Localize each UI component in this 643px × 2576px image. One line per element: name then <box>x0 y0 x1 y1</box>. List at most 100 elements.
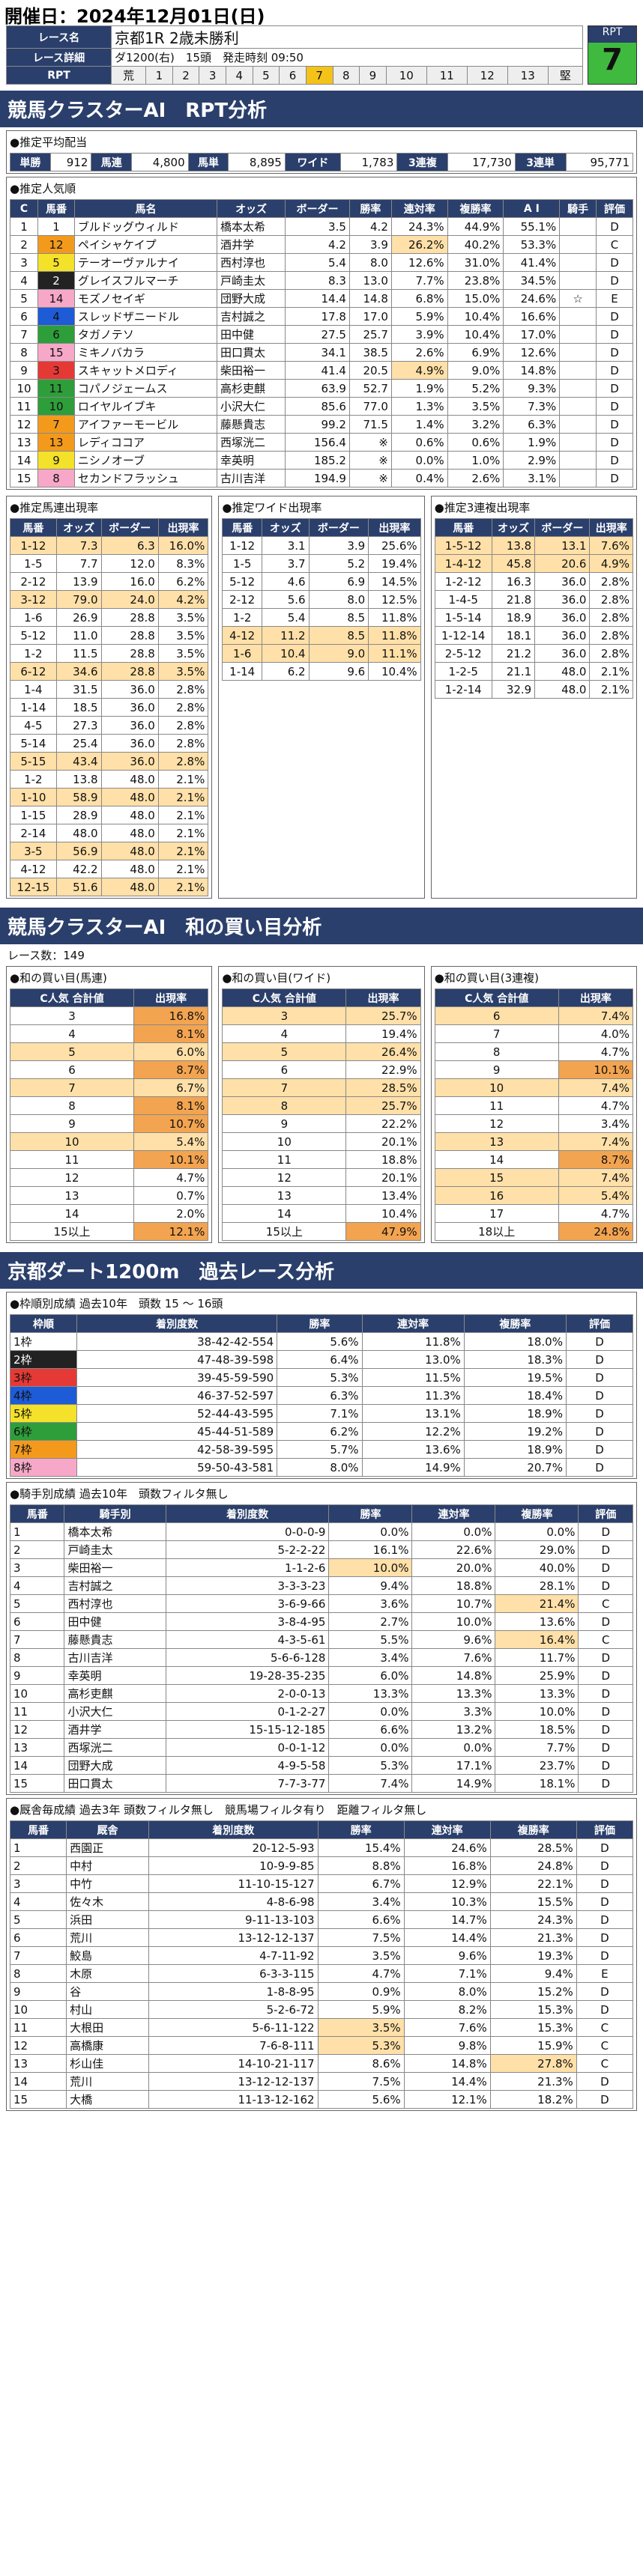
table-cell: 3.5% <box>157 644 209 663</box>
table-cell: 5-12 <box>222 572 263 591</box>
table-cell: 15-15-12-185 <box>165 1720 330 1739</box>
table-cell: 4 <box>9 1892 67 1911</box>
table-cell: 26.9 <box>55 608 102 627</box>
table-cell: 18以上 <box>434 1222 559 1241</box>
table-cell: 大根田 <box>66 2018 149 2037</box>
table-row: 7枠 42-58-39-595 5.7% 13.6% 18.9% D <box>10 1440 634 1459</box>
table-row: 14 8.7% <box>434 1150 633 1169</box>
table-cell: 9 <box>9 361 39 380</box>
table-header: ボーダー <box>308 518 369 537</box>
table-cell: 16.8% <box>403 1856 491 1875</box>
table-cell: 47-48-39-598 <box>76 1350 278 1369</box>
table-cell: 7.6% <box>403 2018 491 2037</box>
table-cell: 2.1% <box>157 878 209 896</box>
table-cell: 7枠 <box>10 1440 77 1459</box>
table-cell: 7.3% <box>503 397 561 416</box>
table-cell: D <box>576 1838 634 1857</box>
table-header: 評価 <box>565 1314 634 1333</box>
table-cell: 0.0% <box>328 1702 413 1721</box>
table-cell: 14 <box>9 1756 65 1775</box>
table-cell: 8 <box>37 469 75 487</box>
section-past-title: 京都ダート1200m 過去レース分析 <box>0 1252 643 1289</box>
table-cell: 18.5% <box>495 1720 579 1739</box>
table-cell: 55.1% <box>503 217 561 236</box>
table-cell: 46-37-52-597 <box>76 1386 278 1405</box>
table-cell: 4-12 <box>10 860 57 878</box>
race-name-label: レース名 <box>6 25 112 49</box>
wa-sanren-title: ●和の買い目(3連複) <box>434 971 539 985</box>
wa-sanren-box: ●和の買い目(3連複) C人気 合計値 出現率 6 7.4% 7 4.0% 8 4.7% 9 10.… <box>430 966 637 1243</box>
table-cell: 2.8% <box>589 626 633 645</box>
table-cell: 14.9% <box>411 1774 496 1793</box>
table-cell: 1-4-5 <box>434 590 492 609</box>
table-row: 3 5 テーオーヴァルナイ 西村淳也 5.4 8.0 12.6% 31.0% 41.4% D <box>9 253 633 272</box>
table-row: 7 藤懸貴志 4-3-5-61 5.5% 9.6% 16.4% C <box>9 1630 633 1649</box>
table-cell: 45-44-51-589 <box>76 1422 278 1441</box>
table-cell: 3-8-4-95 <box>165 1612 330 1631</box>
table-cell: 2-12 <box>222 590 263 609</box>
table-cell: 13.8 <box>55 770 102 789</box>
table-cell: 3.6% <box>328 1594 413 1613</box>
table-cell: 2.7% <box>328 1612 413 1631</box>
table-cell: D <box>596 415 633 434</box>
table-cell: 48.0 <box>100 842 159 860</box>
table-cell: 4 <box>222 1024 347 1043</box>
table-cell: 14.4 <box>285 289 350 308</box>
table-row: 14 2.0% <box>9 1204 209 1223</box>
table-cell: D <box>578 1522 633 1541</box>
table-cell: 17.0% <box>503 325 561 344</box>
payout-label: ワイド <box>284 153 341 171</box>
table-cell: 10.0% <box>495 1702 579 1721</box>
table-cell: 2.8% <box>589 590 633 609</box>
section-rpt-title: 競馬クラスターAI RPT分析 <box>0 91 643 127</box>
table-cell: 4.7% <box>558 1042 633 1061</box>
combo-tables: ●推定馬連出現率 馬番 オッズ ボーダー 出現率 1-12 7.3 6.3 16.0% 1-5 7.… <box>6 493 637 902</box>
table-cell: 3.5% <box>447 397 504 416</box>
table-cell: 藤懸貴志 <box>217 415 286 434</box>
table-header: 厩舎 <box>66 1820 149 1839</box>
table-cell: 16.6% <box>503 307 561 326</box>
table-header: 勝率 <box>328 1504 413 1523</box>
table-cell: 36.0 <box>100 680 159 699</box>
table-cell: 48.0 <box>100 860 159 878</box>
table-header: 馬番 <box>10 518 57 537</box>
table-cell: 9.3% <box>503 379 561 398</box>
table-cell: 3.5% <box>317 2018 405 2037</box>
popularity-table: C 馬番 馬名 オッズ ボーダー 勝率 連対率 複勝率 A I 騎手 評価 1 1 ブルドッグウィルド 橋本… <box>9 199 633 487</box>
table-cell: 15.4% <box>317 1838 405 1857</box>
table-cell: 19.2% <box>463 1422 567 1441</box>
table-cell: D <box>578 1774 633 1793</box>
table-row: 13 杉山佳 14-10-21-117 8.6% 14.8% 27.8% C <box>9 2054 634 2073</box>
table-cell: 48.0 <box>100 878 159 896</box>
table-row: 1-5-14 18.9 36.0 2.8% <box>434 608 633 627</box>
table-cell: 4.2 <box>285 235 350 254</box>
payout-value: 912 <box>49 153 92 171</box>
table-cell: D <box>578 1666 633 1685</box>
rpt-cell: 5 <box>252 66 280 85</box>
table-cell: 8.0% <box>277 1458 363 1477</box>
rpt-cell: 堅 <box>547 66 584 85</box>
table-row: 9 3 スキャットメロディ 柴田裕一 41.4 20.5 4.9% 9.0% 14.8% D <box>9 361 633 380</box>
table-cell: 18.8% <box>411 1576 496 1595</box>
rpt-cell: 12 <box>466 66 508 85</box>
table-cell: 48.0 <box>100 806 159 824</box>
table-cell: 99.2 <box>285 415 350 434</box>
table-cell: 3.1% <box>503 469 561 487</box>
table-cell: 幸英明 <box>64 1666 166 1685</box>
payout-label: 単勝 <box>10 153 51 171</box>
table-row: 5-12 11.0 28.8 3.5% <box>10 626 209 645</box>
umaren-box: ●推定馬連出現率 馬番 オッズ ボーダー 出現率 1-12 7.3 6.3 16.0% 1-5 7.… <box>6 496 213 899</box>
table-cell: 団野大成 <box>217 289 286 308</box>
table-row: 15以上 47.9% <box>222 1222 421 1241</box>
table-row: 15 田口貫太 7-7-3-77 7.4% 14.9% 18.1% D <box>9 1774 633 1793</box>
table-cell: 5.4 <box>262 608 310 627</box>
table-cell: 5-6-6-128 <box>165 1648 330 1667</box>
table-cell: D <box>576 1856 634 1875</box>
table-cell: 8.8% <box>317 1856 405 1875</box>
table-cell: 1-15 <box>10 806 57 824</box>
table-cell: 1-6 <box>10 608 57 627</box>
table-cell: 15.9% <box>489 2036 577 2055</box>
table-cell: 0.0% <box>390 451 448 470</box>
horse-name: ブルドッグウィルド <box>73 217 218 236</box>
table-cell: 9 <box>222 1114 347 1133</box>
